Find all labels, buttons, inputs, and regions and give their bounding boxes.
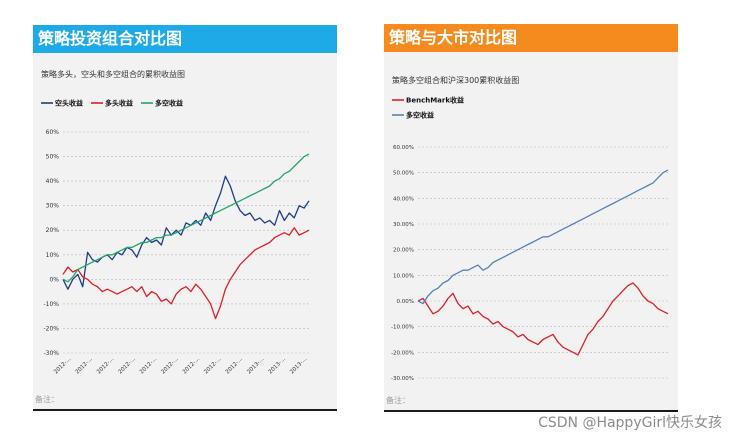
y-tick-label: 60.00% xyxy=(393,145,414,151)
legend-entry-1: 多头收益 xyxy=(91,99,133,108)
y-tick-label: -20.00% xyxy=(391,350,414,356)
chart-subtitle: 策略多头，空头和多空组合的累积收益图 xyxy=(41,70,185,79)
legend-label: BenchMark收益 xyxy=(406,96,464,105)
y-tick-label: 0% xyxy=(49,276,59,283)
x-tick-label: 2012-... xyxy=(225,356,244,375)
x-tick-label: 2012-... xyxy=(96,356,115,375)
series-line-2 xyxy=(62,153,310,283)
footnote: 备注： xyxy=(35,395,59,404)
y-tick-label: 60% xyxy=(46,129,60,136)
chart-area: 60.00% 50.00% 40.00% 30.00% 20.00% 10.00% 0.00… xyxy=(391,96,669,382)
legend-label: 空头收益 xyxy=(55,99,83,108)
chart-area: 60%50%40%30%20%10%0%-10%-20%-30%2012-...… xyxy=(41,99,310,375)
x-tick-label: 2013-... xyxy=(289,356,308,375)
legend-label: 多空收益 xyxy=(406,111,434,120)
y-tick-label: 50.00% xyxy=(393,171,414,177)
legend-entry-1: 多空收益 xyxy=(392,111,434,120)
series-line-0 xyxy=(417,282,669,356)
y-tick-label: 10.00% xyxy=(393,273,414,279)
y-tick-label: -10.00% xyxy=(391,325,414,331)
legend-entry-0: BenchMark收益 xyxy=(392,96,464,105)
y-tick-label: -10% xyxy=(43,301,59,308)
y-tick-label: 40% xyxy=(46,178,60,185)
y-tick-label: 50% xyxy=(46,154,60,161)
bottom-rule xyxy=(33,409,337,411)
x-tick-label: 2012-... xyxy=(118,356,137,375)
legend-label: 多头收益 xyxy=(105,99,133,108)
panel-header: 策略投资组合对比图 xyxy=(33,25,337,53)
chart-subtitle: 策略多空组合和沪深300累积收益图 xyxy=(392,76,520,85)
x-tick-label: 2012-... xyxy=(139,356,158,375)
y-tick-label: 20.00% xyxy=(393,248,414,254)
legend-label: 多空收益 xyxy=(155,99,183,108)
bottom-rule xyxy=(384,410,678,412)
y-tick-label: -30% xyxy=(43,350,59,357)
chart-panel-benchmark: 策略与大市对比图 策略多空组合和沪深300累积收益图 60.00% 50.00% 4… xyxy=(384,24,678,412)
legend-entry-0: 空头收益 xyxy=(41,99,83,108)
x-tick-label: 2012-... xyxy=(53,356,72,375)
y-tick-label: 30.00% xyxy=(393,222,414,228)
footnote: 备注： xyxy=(386,396,410,405)
x-tick-label: 2013-... xyxy=(246,356,265,375)
y-tick-label: -30.00% xyxy=(391,376,414,382)
y-tick-label: 10% xyxy=(46,252,60,259)
y-tick-label: 40.00% xyxy=(393,196,414,202)
panel-header: 策略与大市对比图 xyxy=(384,24,678,52)
y-tick-label: 0.00% xyxy=(397,299,414,305)
y-tick-label: 30% xyxy=(46,203,60,210)
legend-entry-2: 多空收益 xyxy=(141,99,183,108)
y-tick-label: 20% xyxy=(46,227,60,234)
series-line-1 xyxy=(62,227,310,320)
x-tick-label: 2013-... xyxy=(268,356,287,375)
series-line-1 xyxy=(417,169,669,305)
x-tick-label: 2012-... xyxy=(160,356,179,375)
x-tick-label: 2012-... xyxy=(203,356,222,375)
x-tick-label: 2012-... xyxy=(75,356,94,375)
watermark: CSDN @HappyGirl快乐女孩 xyxy=(538,415,722,431)
x-tick-label: 2012-... xyxy=(182,356,201,375)
series-line-0 xyxy=(62,175,310,290)
y-tick-label: -20% xyxy=(43,325,59,332)
chart-panel-portfolio: 策略投资组合对比图 策略多头，空头和多空组合的累积收益图 60% 50% 40% 30… xyxy=(33,25,337,411)
